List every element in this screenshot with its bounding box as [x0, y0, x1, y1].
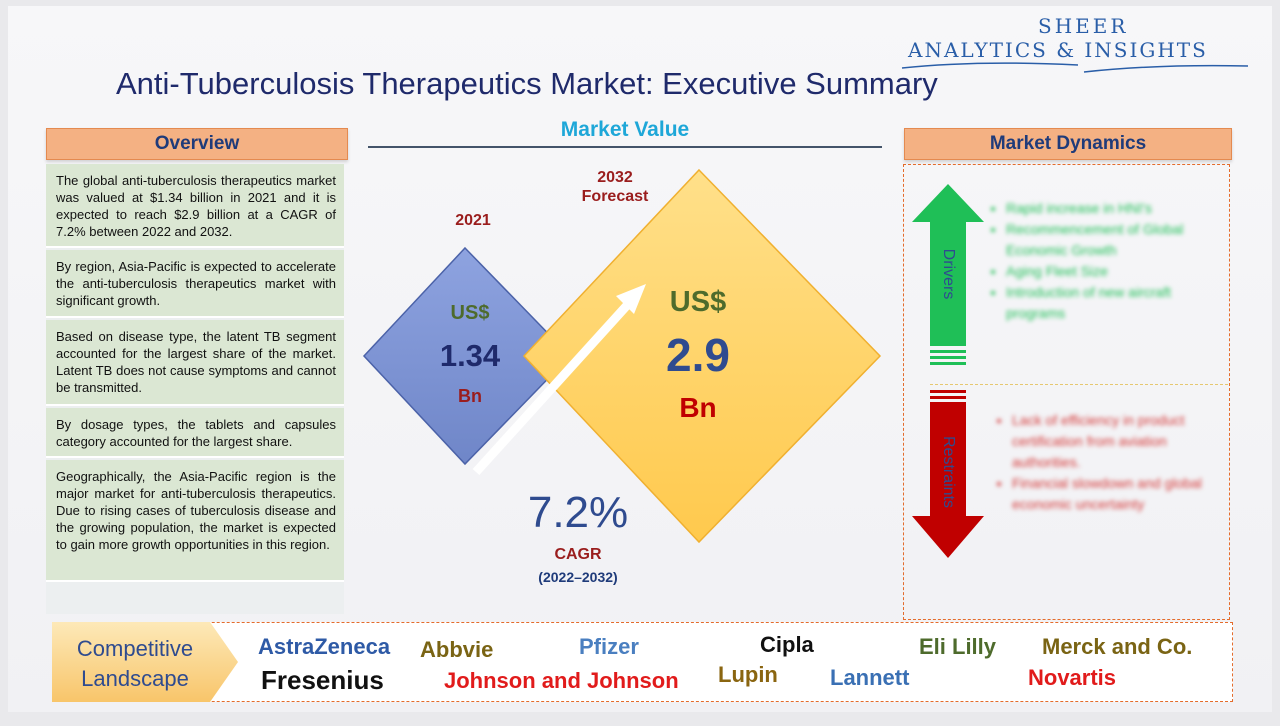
company-astrazeneca: AstraZeneca	[258, 634, 391, 659]
restraint-item: Lack of efficiency in product certificat…	[1012, 410, 1226, 473]
driver-item: Introduction of new aircraft programs	[1006, 282, 1226, 324]
drivers-label: Drivers	[940, 248, 957, 300]
logo-top-text: SHEER	[1038, 14, 1129, 38]
value-2021-number: 1.34	[439, 338, 501, 373]
value-2021-currency: US$	[450, 302, 490, 324]
drivers-arrow-stripe-1	[930, 350, 966, 353]
year-2032-label: 2032	[597, 169, 633, 186]
logo-swoosh-icon	[901, 62, 1249, 73]
competitive-chevron-icon	[52, 622, 238, 702]
company-novartis: Novartis	[1028, 665, 1117, 690]
company-cipla: Cipla	[760, 632, 814, 657]
market-dynamics-panel	[903, 164, 1230, 620]
cagr-value: 7.2%	[527, 488, 629, 537]
overview-paragraph-2: By region, Asia-Pacific is expected to a…	[46, 250, 344, 318]
dynamics-arrows	[912, 184, 984, 558]
competitive-label-line2: Landscape	[81, 666, 189, 691]
restraint-item: Financial slowdown and global economic u…	[1012, 473, 1226, 515]
company-lupin: Lupin	[718, 662, 778, 687]
company-abbvie: Abbvie	[420, 637, 494, 662]
overview-paragraph-3: Based on disease type, the latent TB seg…	[46, 320, 344, 406]
dynamics-divider	[930, 384, 1228, 385]
page-title: Anti-Tuberculosis Therapeutics Market: E…	[116, 66, 938, 101]
growth-arrow-head	[616, 284, 646, 314]
market-value-title: Market Value	[560, 118, 690, 141]
value-2032-number: 2.9	[666, 329, 730, 381]
competitive-label-line1: Competitive	[76, 636, 194, 661]
drivers-arrow-icon	[912, 184, 984, 346]
diamond-2032	[522, 168, 882, 544]
cagr-label: CAGR	[554, 546, 602, 563]
forecast-label: Forecast	[581, 188, 649, 205]
drivers-list: Rapid increase in HNI's Recommencement o…	[992, 198, 1226, 324]
company-pfizer: Pfizer	[579, 634, 639, 659]
driver-item: Aging Fleet Size	[1006, 261, 1226, 282]
restraints-arrow-icon	[912, 402, 984, 558]
overview-paragraph-5: Geographically, the Asia-Pacific region …	[46, 460, 344, 582]
company-fresenius: Fresenius	[261, 665, 384, 695]
restraints-arrow-stripe-1	[930, 390, 966, 393]
cagr-period: (2022–2032)	[538, 569, 618, 585]
restraints-list: Lack of efficiency in product certificat…	[998, 410, 1226, 515]
driver-item: Recommencement of Global Economic Growth	[1006, 219, 1226, 261]
company-johnson-and-johnson: Johnson and Johnson	[444, 668, 679, 693]
company-lannett: Lannett	[830, 665, 910, 690]
diamond-2021	[362, 246, 572, 466]
overview-header: Overview	[46, 128, 348, 160]
company-merck-and-co: Merck and Co.	[1042, 634, 1193, 659]
company-eli-lilly: Eli Lilly	[919, 634, 997, 659]
market-value-divider	[368, 146, 882, 148]
restraints-label: Restraints	[940, 435, 957, 509]
slide: SHEER ANALYTICS & INSIGHTS Anti-Tubercul…	[8, 6, 1272, 712]
value-2032-unit: Bn	[679, 392, 717, 423]
driver-item: Rapid increase in HNI's	[1006, 198, 1226, 219]
growth-arrow-shaft	[472, 298, 634, 476]
market-dynamics-header: Market Dynamics	[904, 128, 1232, 160]
drivers-arrow-stripe-3	[930, 362, 966, 365]
competitive-landscape-panel	[52, 622, 1233, 702]
restraints-arrow-stripe-2	[930, 396, 966, 399]
logo-bottom-text: ANALYTICS & INSIGHTS	[908, 38, 1208, 62]
value-2021-unit: Bn	[458, 386, 482, 406]
overview-paragraph-1: The global anti-tuberculosis therapeutic…	[46, 164, 344, 248]
value-2032-currency: US$	[669, 286, 727, 318]
year-2021-label: 2021	[455, 212, 491, 229]
overview-paragraph-4: By dosage types, the tablets and capsule…	[46, 408, 344, 458]
market-value-graphic	[362, 168, 882, 544]
drivers-arrow-stripe-2	[930, 356, 966, 359]
